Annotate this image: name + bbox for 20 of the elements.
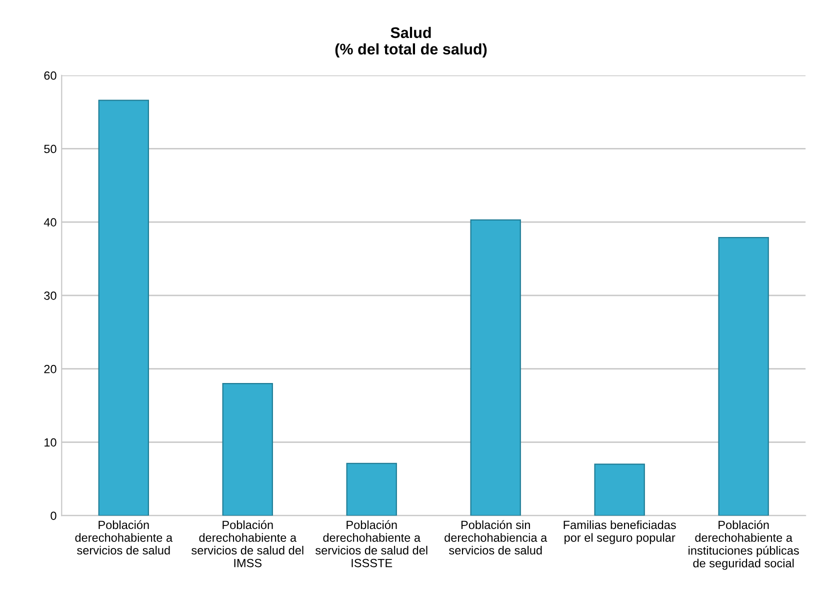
bar: [594, 464, 645, 516]
y-tick-label: 40: [44, 218, 56, 226]
bar: [718, 236, 769, 516]
bar: [222, 382, 273, 516]
y-tick-label: 50: [44, 144, 56, 154]
bar: [98, 100, 149, 516]
y-tick-label: 60: [44, 71, 56, 80]
x-tick-label: Familias beneficiadas por el seguro popular: [564, 520, 676, 544]
x-tick-label: Población derechohabiente a instituciones públicas de seguridad social: [688, 520, 799, 570]
y-tick-label: 0: [50, 512, 56, 520]
y-tick-label: 10: [44, 438, 56, 447]
x-tick-label: Población derechohabiente a servicios de salud del IMSS: [192, 520, 304, 568]
bar: [346, 462, 397, 516]
x-tick-label: Población derechohabiente a servicios de salud del ISSSTE: [316, 520, 428, 568]
bar: [470, 219, 521, 516]
y-tick-label: 20: [44, 364, 56, 374]
x-tick-label: Población sin derechohabiencia a servicios de salud: [444, 520, 548, 555]
x-tick-label: Población derechohabiente a servicios de salud: [75, 520, 173, 555]
chart-title: Salud (% del total de salud): [335, 26, 487, 58]
y-tick-label: 30: [44, 292, 56, 300]
